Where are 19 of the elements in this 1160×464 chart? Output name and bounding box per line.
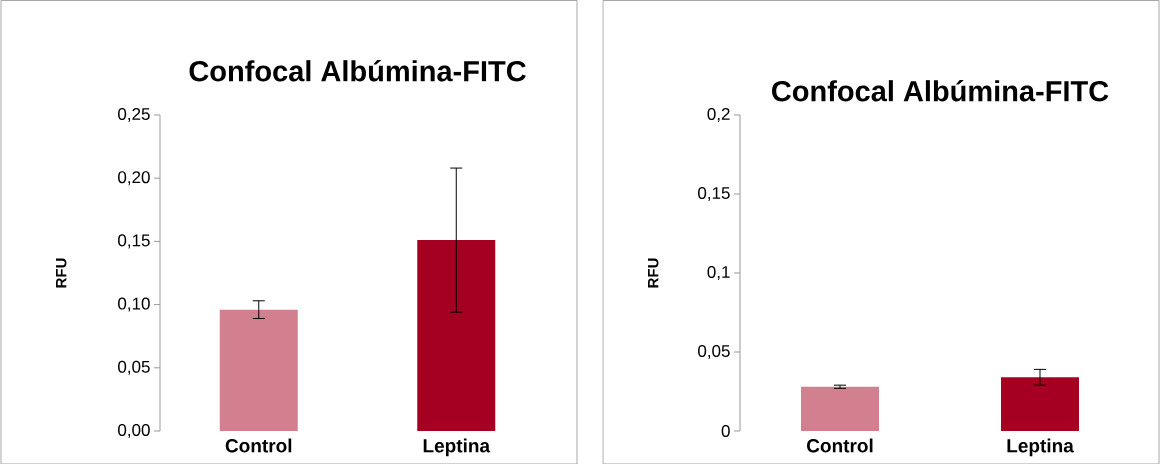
y-tick-label: 0,1 xyxy=(707,265,730,280)
y-tick-label: 0,15 xyxy=(698,186,730,201)
y-tick-label: 0,05 xyxy=(118,360,150,375)
y-tick-label: 0,20 xyxy=(118,170,150,185)
y-tick-label: 0,2 xyxy=(707,107,730,122)
y-axis-title: RFU xyxy=(56,258,67,288)
y-tick-label: 0,10 xyxy=(118,297,150,312)
y-tick-label: 0,15 xyxy=(118,234,150,249)
chart-title: Confocal Albúmina-FITC xyxy=(189,59,526,82)
x-tick-label: Control xyxy=(225,438,292,453)
y-tick-label: 0,05 xyxy=(698,344,730,359)
y-tick-label: 0 xyxy=(721,424,730,437)
y-tick-label: 0,25 xyxy=(118,107,150,122)
chart-title: Confocal Albúmina-FITC xyxy=(772,79,1109,102)
x-tick-label: Leptina xyxy=(423,438,491,456)
x-tick-label: Control xyxy=(807,438,873,453)
y-tick-label: 0,00 xyxy=(118,423,150,438)
y-axis-title: RFU xyxy=(648,258,659,288)
x-tick-label: Leptina xyxy=(1007,438,1074,456)
